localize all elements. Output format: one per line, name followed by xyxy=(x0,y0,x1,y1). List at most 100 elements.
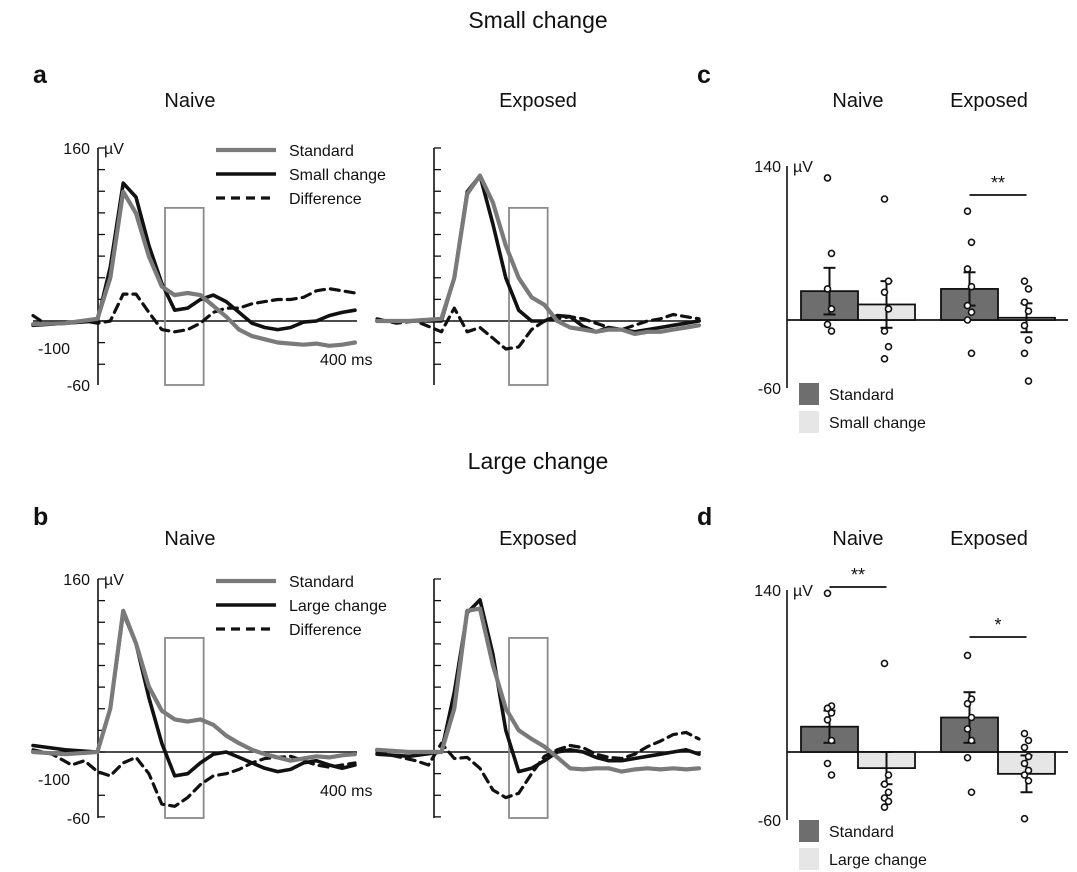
c-legend-label-1: Small change xyxy=(829,415,926,432)
d-legend-label-1: Large change xyxy=(829,852,927,869)
c-data-point xyxy=(823,174,832,182)
c-data-point xyxy=(880,327,889,335)
b-exposed-standard-line xyxy=(374,606,702,774)
panel-c-exposed-title: Exposed xyxy=(950,90,1028,112)
d-data-point xyxy=(823,704,832,713)
c-ytick-bottom-label: -60 xyxy=(758,381,781,398)
panel-b-exposed-title: Exposed xyxy=(499,528,577,550)
b-baseline-label: -100 xyxy=(38,772,70,789)
d-sig-marker-exposed: * xyxy=(994,615,1001,635)
d-data-point xyxy=(884,788,893,797)
b-ytick-top-label: 160 xyxy=(63,572,90,589)
b-exposed-difference-line xyxy=(375,730,701,800)
c-data-point xyxy=(967,282,976,291)
d-data-point xyxy=(963,753,972,762)
d-data-point xyxy=(823,589,832,598)
d-data-point xyxy=(967,736,976,745)
c-data-point xyxy=(1020,349,1029,358)
b-naive-window-box xyxy=(164,637,205,819)
c-data-point xyxy=(963,265,972,273)
d-data-point xyxy=(884,771,893,779)
a-time-label: 400 ms xyxy=(320,352,372,369)
c-legend-label-0: Standard xyxy=(829,387,894,404)
c-data-point xyxy=(963,207,972,216)
c-data-point xyxy=(827,305,836,313)
c-ytick-top-label: 140 xyxy=(754,159,781,176)
c-data-point xyxy=(967,308,976,317)
c-data-point xyxy=(880,195,889,203)
c-sig-marker-exposed: ** xyxy=(991,173,1005,193)
c-data-point xyxy=(884,305,893,313)
d-data-point xyxy=(1020,743,1029,752)
a-exposed-standard-line xyxy=(374,173,702,336)
c-data-point xyxy=(963,316,972,324)
b-naive-standard-line xyxy=(30,608,358,763)
panel-d-naive-title: Naive xyxy=(832,528,883,550)
d-data-point xyxy=(823,759,832,768)
d-data-point xyxy=(1020,759,1029,768)
c-data-point xyxy=(880,355,889,363)
panel-label-d: d xyxy=(697,503,712,531)
d-data-point xyxy=(827,709,836,717)
a-unit-label: µV xyxy=(104,141,124,158)
c-data-point xyxy=(827,327,836,335)
c-data-point xyxy=(1020,321,1029,330)
panel-label-a: a xyxy=(33,61,48,89)
d-data-point xyxy=(967,695,976,703)
a-ytick-top-label: 160 xyxy=(63,141,90,158)
d-legend-label-0: Standard xyxy=(829,824,894,841)
a-ytick-bottom-label: -60 xyxy=(67,378,90,395)
c-legend-swatch-0 xyxy=(799,383,819,405)
b-ytick-bottom-label: -60 xyxy=(67,811,90,828)
b-unit-label: µV xyxy=(104,572,124,589)
b-legend-label-0: Standard xyxy=(289,574,354,591)
d-data-point xyxy=(967,788,976,797)
d-data-point xyxy=(1020,771,1029,779)
c-data-point xyxy=(1024,336,1033,344)
d-data-point xyxy=(880,659,889,668)
plot-area: 160 -60 µV -100 400 ms Standard Small change Di… xyxy=(30,141,1068,870)
d-data-point xyxy=(1024,776,1033,785)
a-legend-label-1: Small change xyxy=(289,167,386,184)
c-data-point xyxy=(884,342,893,351)
a-exposed-change-line xyxy=(375,173,701,334)
c-data-point xyxy=(823,285,832,293)
b-time-label: 400 ms xyxy=(320,783,372,800)
d-data-point xyxy=(1024,752,1033,761)
d-unit-label: µV xyxy=(793,583,813,600)
a-legend-label-0: Standard xyxy=(289,143,354,160)
c-unit-label: µV xyxy=(793,159,813,176)
c-data-point xyxy=(884,277,893,285)
c-data-point xyxy=(1020,277,1029,285)
b-exposed-window-box xyxy=(508,637,549,819)
c-data-point xyxy=(1020,298,1029,307)
d-data-point xyxy=(884,797,893,806)
d-data-point xyxy=(963,651,972,660)
a-naive-standard-line xyxy=(30,189,358,348)
c-legend-swatch-1 xyxy=(799,411,819,433)
d-data-point xyxy=(1020,814,1029,823)
d-data-point xyxy=(967,713,976,722)
c-data-point xyxy=(967,349,976,358)
large-change-title: Large change xyxy=(468,448,609,474)
d-data-point xyxy=(827,736,836,745)
b-naive-difference-line xyxy=(31,748,357,808)
d-data-point xyxy=(880,780,889,789)
c-data-point xyxy=(1024,377,1033,385)
a-baseline-label: -100 xyxy=(38,341,70,358)
panel-b-naive-title: Naive xyxy=(164,528,215,550)
panel-label-b: b xyxy=(33,503,48,531)
b-exposed-change-line xyxy=(375,598,701,774)
d-data-point xyxy=(963,725,972,733)
b-legend-label-1: Large change xyxy=(289,598,387,615)
c-data-point xyxy=(1024,285,1033,293)
d-data-point xyxy=(1024,766,1033,775)
d-data-point xyxy=(963,699,972,708)
panel-a-exposed-title: Exposed xyxy=(499,90,577,112)
a-legend-label-2: Difference xyxy=(289,191,362,208)
d-sig-marker-naive: ** xyxy=(851,565,865,585)
panel-d-exposed-title: Exposed xyxy=(950,528,1028,550)
d-data-point xyxy=(1024,736,1033,745)
d-data-point xyxy=(823,715,832,724)
